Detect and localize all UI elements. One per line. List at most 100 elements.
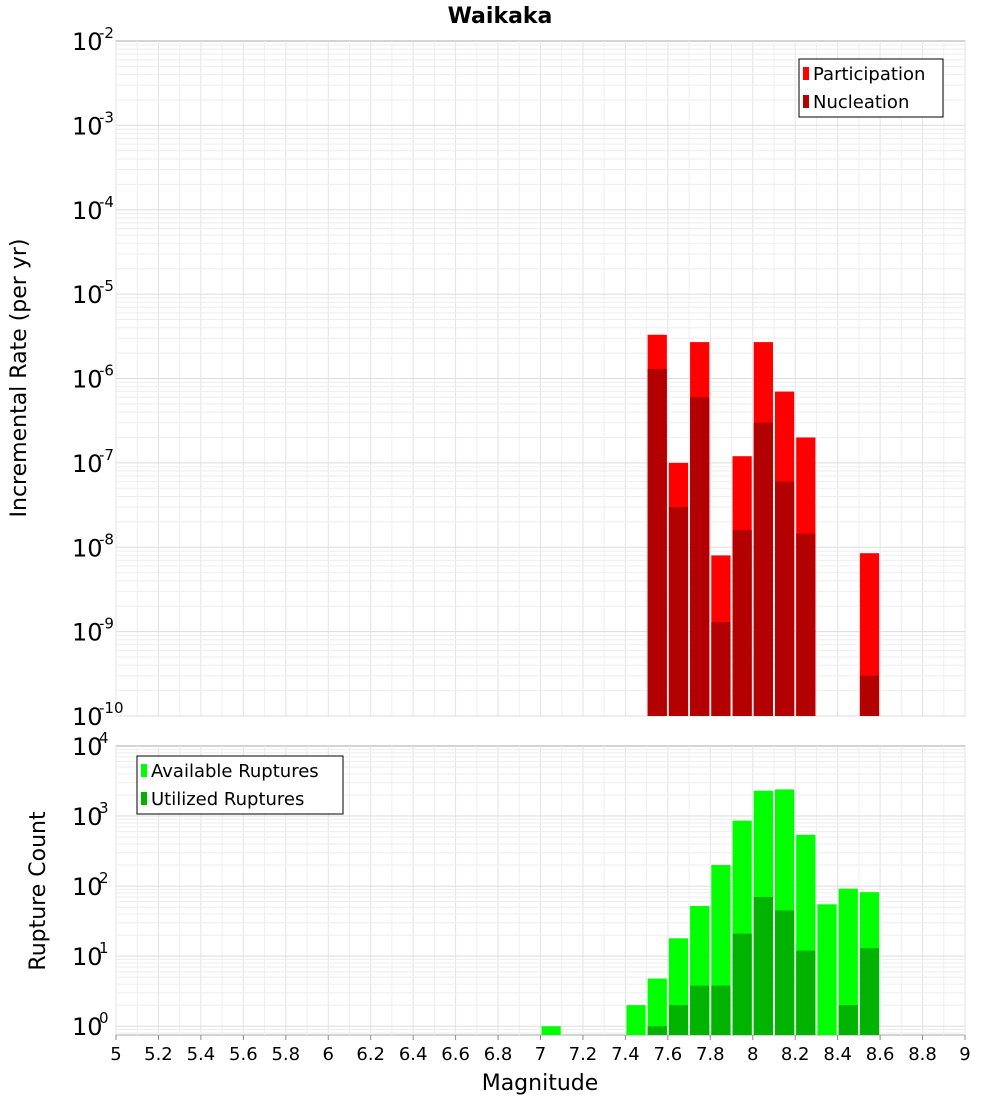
x-tick-label: 8.2 xyxy=(781,1044,810,1065)
magnitude-x-ticks: 5 5.2 5.4 5.6 5.8 6 6.2 6.4 6.6 6.8 7 7.2 7.4 7.6 7.8 8… xyxy=(110,1035,971,1065)
rate-y-tick-base: 10 xyxy=(72,619,103,647)
rate-y-tick: 10-8 xyxy=(72,530,114,562)
count-y-tick: 102 xyxy=(72,869,109,901)
x-tick-label: 5.8 xyxy=(271,1044,300,1065)
nucleation-legend-label: Nucleation xyxy=(813,92,909,113)
rate-y-tick-base: 10 xyxy=(72,703,103,731)
x-tick-label: 6.8 xyxy=(484,1044,513,1065)
nucleation-bar xyxy=(796,533,816,716)
rate-y-tick-exponent: -9 xyxy=(99,615,114,633)
x-tick-label: 6.2 xyxy=(356,1044,385,1065)
nucleation-bar xyxy=(668,506,689,716)
available-ruptures-bar xyxy=(541,1026,561,1035)
available-ruptures-bar xyxy=(626,1005,646,1035)
utilized-ruptures-bar xyxy=(711,985,731,1035)
utilized-ruptures-bar xyxy=(838,1005,858,1035)
rate-y-tick-exponent: -7 xyxy=(99,446,114,464)
rate-y-tick-base: 10 xyxy=(72,197,103,225)
x-tick-label: 9 xyxy=(959,1044,970,1065)
rate-y-tick-exponent: -4 xyxy=(99,193,114,211)
utilized-legend-swatch xyxy=(141,792,147,805)
count-y-tick-exponent: 4 xyxy=(99,729,109,747)
rate-y-tick: 10-4 xyxy=(72,193,114,225)
x-tick-label: 7.8 xyxy=(696,1044,725,1065)
nucleation-bar xyxy=(732,530,752,716)
x-tick-label: 5.4 xyxy=(187,1044,216,1065)
rate-y-tick-exponent: -3 xyxy=(99,108,114,126)
count-y-tick: 101 xyxy=(72,939,109,971)
x-tick-label: 5 xyxy=(110,1044,121,1065)
utilized-ruptures-bar xyxy=(690,985,710,1035)
rate-y-tick-exponent: -8 xyxy=(99,530,114,548)
participation-legend-label: Participation xyxy=(813,64,925,85)
rate-y-tick-base: 10 xyxy=(72,450,103,478)
rate-y-tick-exponent: -2 xyxy=(99,24,114,42)
rate-y-tick: 10-7 xyxy=(72,446,114,478)
rate-y-tick-exponent: -10 xyxy=(99,699,124,717)
count-y-tick: 103 xyxy=(72,799,109,831)
x-tick-label: 6 xyxy=(323,1044,334,1065)
utilized-ruptures-bar xyxy=(774,910,795,1035)
x-axis-label: Magnitude xyxy=(482,1071,599,1096)
rate-y-tick: 10-9 xyxy=(72,615,114,647)
rate-y-tick: 10-10 xyxy=(72,699,124,731)
available-legend-swatch xyxy=(141,764,147,777)
utilized-ruptures-bar xyxy=(668,1005,689,1035)
rate-y-tick-exponent: -6 xyxy=(99,362,114,380)
rate-bars xyxy=(647,334,880,716)
count-y-tick-exponent: 2 xyxy=(99,869,109,887)
nucleation-legend-swatch xyxy=(803,95,809,108)
utilized-ruptures-bar xyxy=(859,948,880,1035)
count-y-tick-exponent: 0 xyxy=(99,1009,109,1027)
x-tick-label: 7.4 xyxy=(611,1044,640,1065)
count-y-tick-exponent: 3 xyxy=(99,799,109,817)
utilized-ruptures-bar xyxy=(732,933,752,1035)
rate-legend-box xyxy=(798,58,944,118)
count-bars xyxy=(541,789,880,1035)
nucleation-bar xyxy=(647,368,667,716)
participation-legend-swatch xyxy=(803,67,809,80)
nucleation-bar xyxy=(753,422,773,716)
rate-y-tick-base: 10 xyxy=(72,112,103,140)
nucleation-bar xyxy=(774,481,795,716)
count-y-tick-base: 10 xyxy=(72,803,103,831)
count-legend-box xyxy=(136,755,344,815)
count-y-tick: 104 xyxy=(72,729,109,761)
available-ruptures-bar xyxy=(817,904,837,1035)
x-tick-label: 7.2 xyxy=(569,1044,598,1065)
count-y-tick-base: 10 xyxy=(72,1013,103,1041)
utilized-legend-label: Utilized Ruptures xyxy=(151,789,304,810)
chart-title: Waikaka xyxy=(448,4,553,29)
utilized-ruptures-bar xyxy=(753,896,773,1035)
rate-y-tick-base: 10 xyxy=(72,366,103,394)
count-y-tick-exponent: 1 xyxy=(99,939,109,957)
nucleation-bar xyxy=(711,622,731,716)
rate-legend: Participation Nucleation xyxy=(798,58,944,118)
x-tick-label: 8.4 xyxy=(823,1044,852,1065)
x-tick-label: 7 xyxy=(535,1044,546,1065)
nucleation-bar xyxy=(859,675,880,716)
rate-y-tick-base: 10 xyxy=(72,281,103,309)
x-tick-label: 6.6 xyxy=(441,1044,470,1065)
count-legend: Available Ruptures Utilized Ruptures xyxy=(136,755,344,815)
x-tick-label: 5.2 xyxy=(144,1044,173,1065)
rate-y-tick-exponent: -5 xyxy=(99,277,114,295)
rate-y-tick: 10-5 xyxy=(72,277,114,309)
count-y-tick: 100 xyxy=(72,1009,109,1041)
count-y-axis-label: Rupture Count xyxy=(26,811,51,971)
rate-y-axis-label: Incremental Rate (per yr) xyxy=(7,239,32,518)
rate-y-tick: 10-6 xyxy=(72,362,114,394)
x-tick-label: 6.4 xyxy=(399,1044,428,1065)
count-y-tick-base: 10 xyxy=(72,873,103,901)
x-tick-label: 8 xyxy=(747,1044,758,1065)
rate-y-tick-base: 10 xyxy=(72,534,103,562)
count-y-tick-base: 10 xyxy=(72,733,103,761)
rate-y-tick: 10-3 xyxy=(72,108,114,140)
x-tick-label: 7.6 xyxy=(654,1044,683,1065)
available-ruptures-bar xyxy=(838,888,858,1035)
rate-y-tick-base: 10 xyxy=(72,28,103,56)
